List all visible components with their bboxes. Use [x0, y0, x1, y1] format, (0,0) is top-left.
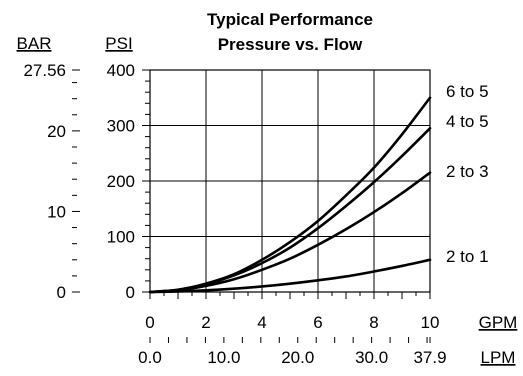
y2-axis-label: BAR	[17, 34, 52, 53]
series-label-1: 6 to 5	[446, 82, 489, 101]
x-tick-label: 10	[421, 313, 440, 332]
x-tick-label: 2	[201, 313, 210, 332]
x-tick-label: 4	[257, 313, 266, 332]
axes	[72, 69, 431, 343]
series-label-3: 2 to 3	[446, 162, 489, 181]
series-line-4	[148, 258, 432, 294]
y2-tick-label: 27.56	[23, 61, 66, 80]
x2-tick-label: 37.9	[413, 348, 446, 367]
x2-axis-label: LPM	[481, 348, 516, 367]
y-tick-label: 100	[107, 228, 135, 247]
x2-tick-label: 20.0	[281, 348, 314, 367]
x-tick-label: 0	[145, 313, 154, 332]
series-label-4: 2 to 1	[446, 247, 489, 266]
y-tick-label: 200	[107, 172, 135, 191]
y-tick-label: 300	[107, 117, 135, 136]
series-lines	[148, 96, 432, 294]
chart-title: Typical Performance	[207, 10, 373, 29]
x-axis-label: GPM	[479, 313, 518, 332]
x-tick-label: 8	[369, 313, 378, 332]
y2-tick-label: 10	[47, 202, 66, 221]
series-line-1	[148, 96, 432, 294]
x2-tick-label: 10.0	[207, 348, 240, 367]
series-line-3	[148, 171, 432, 294]
y-tick-label: 400	[107, 61, 135, 80]
y2-tick-label: 20	[47, 122, 66, 141]
labels: 0 100 200 300 400 0 10 20 27.56 0 2 4 6 8 10 0.0 10.0 20.…	[23, 61, 488, 367]
y2-tick-label: 0	[57, 283, 66, 302]
y-axis-label: PSI	[105, 34, 132, 53]
x-tick-label: 6	[313, 313, 322, 332]
y-tick-label: 0	[126, 283, 135, 302]
x2-tick-label: 0.0	[138, 348, 162, 367]
chart-subtitle: Pressure vs. Flow	[218, 35, 363, 54]
x2-tick-label: 30.0	[355, 348, 388, 367]
series-label-2: 4 to 5	[446, 112, 489, 131]
